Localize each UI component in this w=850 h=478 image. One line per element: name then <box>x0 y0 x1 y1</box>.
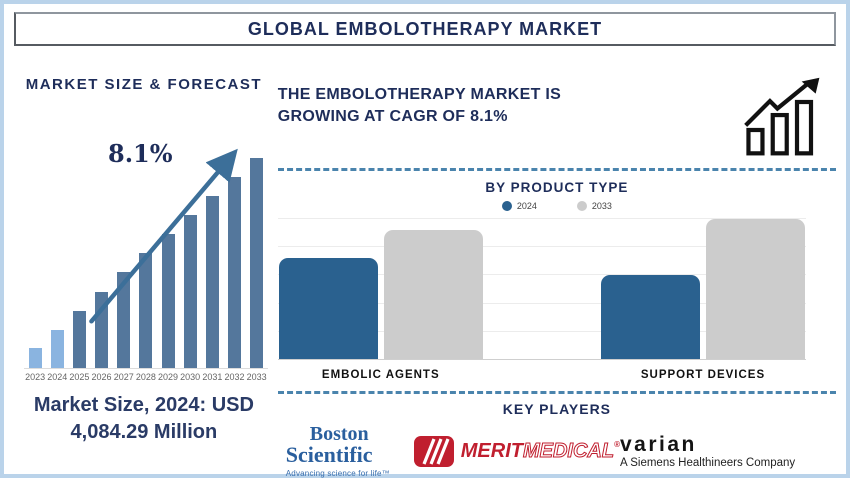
forecast-bar-column: 2030 <box>179 103 201 386</box>
bar-chart-growth-icon <box>744 77 820 156</box>
varian-wordmark: varian <box>620 432 697 456</box>
right-panel: THE EMBOLOTHERAPY MARKET IS GROWING AT C… <box>274 46 836 478</box>
headline-line2: GROWING AT CAGR OF 8.1% <box>277 108 508 125</box>
forecast-bar-column: 2025 <box>68 103 90 386</box>
forecast-bar-2031 <box>205 195 219 369</box>
gridline <box>277 246 806 248</box>
gridline <box>277 274 806 276</box>
forecast-bar-column: 2023 <box>24 103 46 386</box>
boston-scientific-logo: Boston Scientific Advancing science for … <box>286 424 414 478</box>
forecast-bar-2029 <box>161 233 175 369</box>
product-bar-2033 <box>706 219 805 359</box>
forecast-axis-line <box>24 368 268 369</box>
cagr-label: 8.1% <box>108 139 173 168</box>
dashed-divider-top <box>277 168 836 171</box>
headline-text: THE EMBOLOTHERAPY MARKET IS GROWING AT C… <box>278 74 738 128</box>
main-content: MARKET SIZE & FORECAST 2023 2024 2025 2026 2… <box>4 46 846 478</box>
gridline <box>277 218 806 219</box>
legend-label: 2024 <box>516 201 537 211</box>
merit-medical-wordmark: MERITMEDICAL® <box>460 439 620 463</box>
merit-word: MERIT <box>460 439 523 462</box>
boston-scientific-word2: Scientific <box>285 442 373 467</box>
forecast-year-label: 2033 <box>246 372 267 382</box>
forecast-year-label: 2031 <box>202 372 223 382</box>
legend-label: 2033 <box>591 201 612 211</box>
forecast-bar-2025 <box>72 310 86 369</box>
forecast-bar-2026 <box>95 292 109 369</box>
headline-line1: THE EMBOLOTHERAPY MARKET IS <box>277 86 562 103</box>
chart-legend: 2024 2033 <box>278 201 836 211</box>
product-category-label: EMBOLIC AGENTS <box>321 369 440 381</box>
market-forecast-panel: MARKET SIZE & FORECAST 2023 2024 2025 2026 2… <box>14 46 274 478</box>
forecast-bar-2027 <box>117 271 131 369</box>
forecast-bar-2024 <box>50 329 64 369</box>
forecast-bar-2032 <box>227 177 241 369</box>
market-size-note: Market Size, 2024: USD 4,084.29 Million <box>14 392 274 446</box>
legend-item-2024: 2024 <box>501 201 537 211</box>
legend-item-2033: 2033 <box>576 201 612 211</box>
forecast-year-label: 2025 <box>69 372 90 382</box>
product-bar-2033 <box>383 230 483 359</box>
legend-dot <box>576 201 587 211</box>
product-bar-2024 <box>601 275 700 359</box>
varian-subtitle: A Siemens Healthineers Company <box>620 456 796 469</box>
headline-row: THE EMBOLOTHERAPY MARKET IS GROWING AT C… <box>278 74 836 158</box>
product-bar-2024 <box>278 258 378 359</box>
market-size-line2: 4,084.29 Million <box>70 421 218 443</box>
boston-scientific-word1: Boston <box>309 423 369 445</box>
forecast-bar-column: 2031 <box>201 103 223 386</box>
key-players-logos: Boston Scientific Advancing science for … <box>286 424 810 478</box>
forecast-heading: MARKET SIZE & FORECAST <box>25 76 263 93</box>
forecast-year-label: 2024 <box>47 372 68 382</box>
forecast-year-label: 2028 <box>135 372 156 382</box>
page-title-box: GLOBAL EMBOLOTHERAPY MARKET <box>14 12 836 46</box>
forecast-bar-column: 2024 <box>46 103 68 386</box>
product-category-labels: EMBOLIC AGENTS SUPPORT DEVICES <box>278 369 806 381</box>
page-title: GLOBAL EMBOLOTHERAPY MARKET <box>247 18 603 39</box>
varian-logo: varian A Siemens Healthineers Company <box>620 432 810 469</box>
product-bar-groups <box>278 218 806 359</box>
gridline <box>277 330 806 332</box>
medical-word: MEDICAL <box>522 439 615 462</box>
product-category-label: SUPPORT DEVICES <box>640 369 766 381</box>
registered-mark: ® <box>614 439 620 449</box>
by-product-type-title: BY PRODUCT TYPE <box>485 180 629 195</box>
legend-dot <box>501 201 512 211</box>
dashed-divider-bottom <box>277 391 836 394</box>
forecast-bar-column: 2032 <box>223 103 245 386</box>
forecast-year-label: 2027 <box>113 372 134 382</box>
merit-medical-mark-icon <box>413 435 454 467</box>
forecast-year-label: 2029 <box>158 372 179 382</box>
forecast-year-label: 2026 <box>91 372 112 382</box>
forecast-bar-2030 <box>183 214 197 369</box>
key-players-title: KEY PLAYERS <box>502 401 612 417</box>
forecast-bar-2023 <box>28 347 42 369</box>
forecast-year-label: 2030 <box>180 372 201 382</box>
gridline <box>277 302 806 304</box>
forecast-chart: 2023 2024 2025 2026 2027 2028 2029 2030 2031 2032… <box>24 103 268 386</box>
product-bar-group <box>601 219 805 359</box>
forecast-bar-column: 2033 <box>246 103 268 386</box>
market-size-line1: Market Size, 2024: USD <box>33 394 254 416</box>
forecast-year-label: 2032 <box>224 372 245 382</box>
boston-scientific-tagline: Advancing science for life™ <box>285 469 390 478</box>
forecast-bar-2033 <box>250 158 264 369</box>
forecast-year-label: 2023 <box>25 372 46 382</box>
product-type-chart <box>277 218 806 360</box>
merit-medical-logo: MERITMEDICAL® <box>413 435 620 467</box>
forecast-bar-2028 <box>139 252 153 369</box>
product-bar-group <box>278 230 483 359</box>
